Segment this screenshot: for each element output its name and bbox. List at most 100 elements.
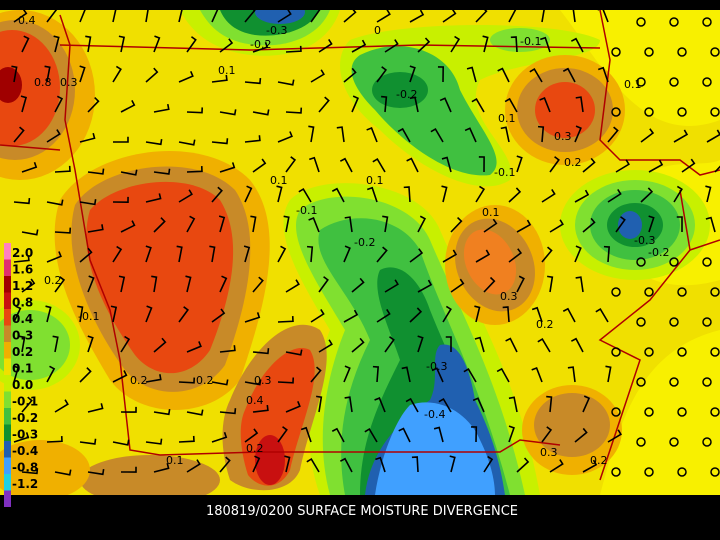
wind-barb bbox=[54, 276, 66, 293]
wind-barb bbox=[549, 156, 560, 173]
wind-barb bbox=[252, 158, 267, 173]
wind-barb bbox=[178, 70, 194, 83]
wind-barb bbox=[475, 185, 486, 203]
wind-barb bbox=[615, 159, 630, 173]
wind-barb bbox=[145, 138, 163, 146]
wind-barb bbox=[277, 245, 287, 263]
wind-barb bbox=[450, 216, 463, 233]
wind-barb bbox=[219, 162, 236, 173]
wind-barb bbox=[277, 79, 295, 86]
wind-barb bbox=[574, 189, 590, 203]
field bbox=[0, 10, 720, 495]
wind-barb bbox=[219, 109, 237, 116]
wind-barb bbox=[79, 199, 97, 206]
wind-barb bbox=[19, 335, 26, 353]
wind-barb bbox=[153, 409, 171, 416]
contour-label: 0.4 bbox=[18, 14, 36, 27]
calm-marker bbox=[710, 407, 720, 417]
calm-marker bbox=[702, 257, 712, 267]
calm-marker bbox=[611, 407, 621, 417]
wind-barb bbox=[13, 10, 28, 23]
wind-barb bbox=[705, 216, 716, 233]
wind-barb bbox=[417, 279, 433, 293]
wind-barb bbox=[344, 216, 353, 233]
wind-barb bbox=[508, 425, 515, 443]
legend-label: 1.6 bbox=[12, 263, 33, 277]
wind-barb bbox=[384, 279, 399, 293]
wind-barb bbox=[570, 37, 584, 53]
calm-marker bbox=[677, 347, 687, 357]
wind-barb bbox=[430, 127, 444, 143]
wind-barb bbox=[376, 309, 391, 323]
contour-label: 0.1 bbox=[166, 454, 184, 467]
wind-barb bbox=[409, 96, 419, 113]
calm-marker bbox=[611, 467, 621, 477]
wind-barb bbox=[276, 185, 283, 203]
wind-barb bbox=[310, 309, 325, 323]
wind-barb bbox=[376, 66, 388, 83]
wind-barb bbox=[244, 428, 259, 443]
wind-barb bbox=[13, 198, 31, 205]
wind-barb bbox=[541, 246, 553, 263]
wind-barb bbox=[441, 156, 452, 173]
wind-barb bbox=[572, 10, 576, 23]
wind-barb bbox=[79, 10, 86, 23]
legend-swatch bbox=[4, 441, 11, 458]
calm-marker bbox=[611, 347, 621, 357]
wind-barb bbox=[472, 397, 485, 413]
wind-barb bbox=[277, 315, 294, 323]
wind-barb bbox=[531, 306, 543, 323]
wind-barb bbox=[53, 35, 60, 53]
wind-barb bbox=[186, 107, 204, 114]
wind-barb bbox=[153, 463, 170, 473]
contour-label: -0.4 bbox=[424, 408, 445, 421]
wind-barb bbox=[79, 132, 96, 143]
wind-barb bbox=[398, 427, 411, 443]
wind-barb bbox=[331, 187, 345, 203]
wind-barb bbox=[364, 428, 378, 443]
calm-marker bbox=[636, 77, 646, 87]
legend-label: 0.4 bbox=[12, 312, 33, 326]
calm-marker bbox=[644, 47, 654, 57]
legend-label: 0.8 bbox=[12, 296, 33, 310]
legend-swatch bbox=[4, 408, 11, 425]
wind-barb bbox=[384, 39, 399, 53]
wind-barb bbox=[112, 136, 129, 143]
contour-label: 0.2 bbox=[564, 156, 582, 169]
wind-barb bbox=[497, 67, 510, 83]
wind-barb bbox=[87, 275, 95, 293]
wind-barb bbox=[681, 158, 696, 173]
wind-barb bbox=[308, 217, 320, 233]
contour-label: 0.2 bbox=[44, 274, 62, 287]
legend-swatch bbox=[4, 391, 11, 408]
wind-barb bbox=[366, 186, 378, 203]
wind-barb bbox=[151, 275, 158, 293]
wind-barb bbox=[178, 377, 196, 384]
wind-barb bbox=[285, 45, 302, 53]
wind-barb bbox=[567, 366, 576, 383]
calm-marker bbox=[702, 317, 712, 327]
wind-barb bbox=[318, 38, 333, 53]
wind-barb bbox=[252, 276, 264, 293]
legend-swatch bbox=[4, 309, 11, 326]
wind-barb bbox=[474, 336, 485, 353]
calm-marker bbox=[636, 257, 646, 267]
wind-barb bbox=[178, 10, 183, 23]
wind-barb bbox=[483, 455, 494, 473]
wind-barb bbox=[145, 374, 162, 383]
wind-barb bbox=[186, 166, 203, 173]
wind-barb bbox=[219, 408, 237, 415]
wind-barb bbox=[343, 10, 357, 23]
wind-barb bbox=[417, 335, 424, 353]
wind-barb bbox=[277, 426, 288, 443]
contour-label: 0.4 bbox=[246, 394, 264, 407]
calm-marker bbox=[710, 287, 720, 297]
wind-barb bbox=[285, 107, 303, 114]
wind-barb bbox=[474, 305, 481, 323]
legend-label: -1.6 bbox=[12, 494, 38, 508]
wind-barb bbox=[582, 157, 596, 173]
wind-barb bbox=[382, 215, 389, 233]
wind-barb bbox=[145, 245, 152, 263]
contour-label: -0.3 bbox=[634, 234, 655, 247]
